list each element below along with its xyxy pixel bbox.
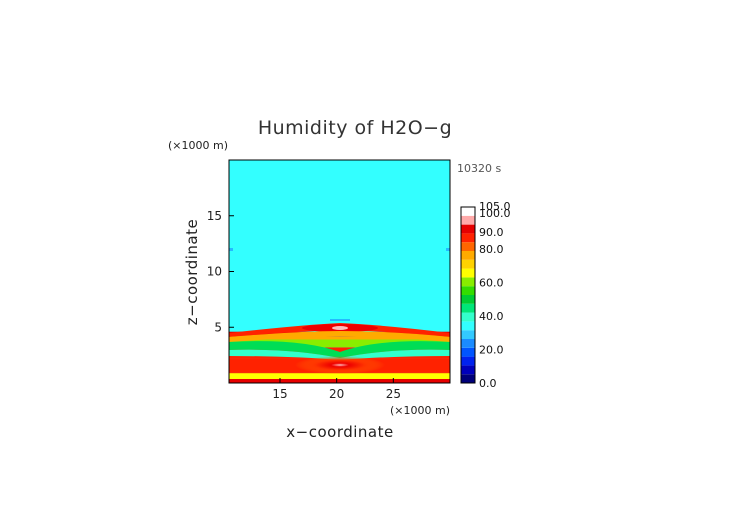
colorbar-swatch <box>461 295 475 304</box>
colorbar-swatch <box>461 259 475 269</box>
colorbar-label: 80.0 <box>479 243 504 256</box>
y-axis-ticks: 5 10 15 <box>207 209 234 334</box>
colorbar-swatch <box>461 277 475 287</box>
y-axis-label: z−coordinate <box>183 219 201 325</box>
colorbar-swatch <box>461 233 475 243</box>
colorbar-swatch <box>461 286 475 295</box>
x-axis-ticks: 15 20 25 <box>272 378 401 401</box>
left-blue-mark <box>229 248 233 251</box>
upper-blue-streak <box>330 319 350 321</box>
surface-yellow-band <box>229 374 450 379</box>
chart-title: Humidity of H2O−g <box>258 117 452 139</box>
layer-band-4 <box>229 339 450 348</box>
x-axis-unit: (×1000 m) <box>390 404 450 417</box>
colorbar-swatch <box>461 224 475 234</box>
colorbar-label: 40.0 <box>479 310 504 323</box>
y-tick-label: 5 <box>214 320 222 334</box>
x-tick-label: 15 <box>272 387 287 401</box>
colorbar-label: 0.0 <box>479 377 497 390</box>
x-tick-label: 20 <box>329 387 344 401</box>
heatmap-area <box>229 160 450 383</box>
colorbar-swatch <box>461 330 475 339</box>
colorbar-swatch <box>461 339 475 348</box>
colorbar-swatch <box>461 356 475 366</box>
colorbar-label: 90.0 <box>479 226 504 239</box>
colorbar-label: 20.0 <box>479 343 504 356</box>
upper-white-spot <box>332 326 348 330</box>
cyan-wedge <box>229 349 450 360</box>
layer-band-5 <box>229 336 450 340</box>
colorbar-swatch <box>461 242 475 251</box>
lower-red-core <box>295 356 385 374</box>
colorbar-label: 105.0 <box>479 200 511 213</box>
upper-orange-band <box>229 331 450 342</box>
colorbar-swatch <box>461 321 475 331</box>
time-label: 10320 s <box>457 162 501 175</box>
x-tick-label: 25 <box>386 387 401 401</box>
colorbar-swatch <box>461 365 475 375</box>
colorbar-swatch <box>461 215 475 225</box>
y-tick-label: 15 <box>207 209 222 223</box>
y-tick-label: 10 <box>207 265 222 279</box>
colorbar-swatch <box>461 207 475 216</box>
colorbar-swatch <box>461 374 475 383</box>
right-blue-mark <box>446 248 450 251</box>
layer-band-0 <box>229 378 450 383</box>
colorbar-swatch <box>461 303 475 313</box>
colorbar-swatch <box>461 251 475 260</box>
colorbar-swatch <box>461 312 475 322</box>
x-axis-label: x−coordinate <box>286 423 393 441</box>
y-axis-unit: (×1000 m) <box>168 139 228 152</box>
green-wedge <box>229 341 450 358</box>
colorbar-label: 100.0 <box>479 207 511 220</box>
colorbar-swatch <box>461 268 475 278</box>
colorbar-label: 60.0 <box>479 276 504 289</box>
colorbar-frame <box>460 206 476 384</box>
colorbar-swatch <box>461 347 475 357</box>
